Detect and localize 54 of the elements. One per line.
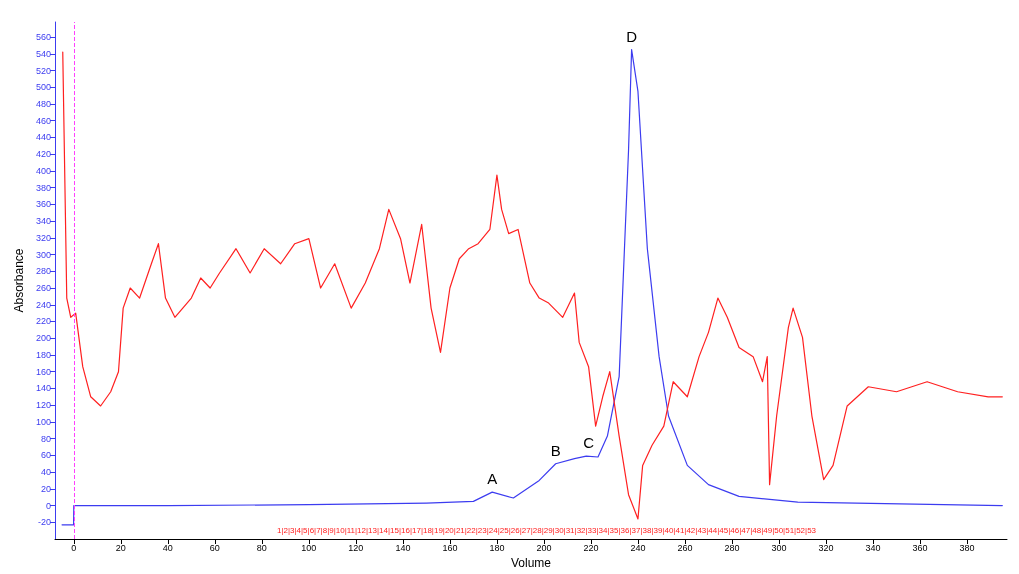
x-tick-label: 380: [959, 542, 975, 553]
y-tick-label: 420: [35, 149, 51, 160]
y-tick-label: 240: [35, 299, 51, 310]
y-tick-label: -20: [37, 517, 51, 528]
x-tick-label: 180: [489, 542, 505, 553]
y-tick-label: 480: [35, 98, 51, 109]
y-tick-label: 360: [35, 199, 51, 210]
annotation: D: [626, 27, 638, 45]
y-tick-label: 340: [35, 216, 51, 227]
y-tick-label: 100: [35, 416, 51, 427]
x-tick-label: 40: [162, 542, 173, 553]
y-tick-label: 140: [35, 383, 51, 394]
x-tick-label: 240: [630, 542, 646, 553]
y-axis-title: Absorbance: [12, 248, 26, 313]
y-tick-label: 300: [35, 249, 51, 260]
y-tick-label: 440: [35, 132, 51, 143]
y-tick-label: 560: [35, 32, 51, 43]
x-tick-label: 80: [256, 542, 267, 553]
y-tick-label: 500: [35, 82, 51, 93]
x-tick-label: 340: [865, 542, 881, 553]
y-tick-label: 200: [35, 333, 51, 344]
x-tick-label: 140: [395, 542, 411, 553]
x-tick-label: 260: [677, 542, 693, 553]
y-tick-label: 80: [40, 433, 51, 444]
y-tick-label: 260: [35, 283, 51, 294]
x-tick-label: 280: [724, 542, 740, 553]
y-tick-label: 400: [35, 165, 51, 176]
y-tick-label: 380: [35, 182, 51, 193]
x-tick-label: 0: [71, 542, 77, 553]
y-tick-label: 520: [35, 65, 51, 76]
y-tick-label: 60: [40, 450, 51, 461]
x-tick-label: 100: [301, 542, 317, 553]
annotation: C: [583, 434, 595, 452]
x-tick-label: 300: [771, 542, 787, 553]
x-axis-title: Volume: [510, 556, 552, 570]
y-tick-label: 220: [35, 316, 51, 327]
y-tick-label: 280: [35, 266, 51, 277]
annotation: A: [487, 470, 498, 488]
x-tick-label: 220: [583, 542, 599, 553]
x-tick-label: 200: [536, 542, 552, 553]
x-tick-label: 360: [912, 542, 928, 553]
y-tick-label: 320: [35, 232, 51, 243]
x-tick-label: 20: [115, 542, 126, 553]
x-tick-label: 160: [442, 542, 458, 553]
annotation: B: [550, 441, 561, 459]
x-tick-label: 120: [348, 542, 364, 553]
x-tick-label: 320: [818, 542, 834, 553]
y-tick-label: 460: [35, 115, 51, 126]
x-tick-label: 60: [209, 542, 220, 553]
y-tick-label: 540: [35, 48, 51, 59]
y-tick-label: 160: [35, 366, 51, 377]
annotation: 1|2|3|4|5|6|7|8|9|10|11|12|13|14|15|16|17|18|19|20|21|22|23|24|25|26|27|28|29|30|31|32|33|34|35|36|37|38|39|40|41|42|43|44|45|46|47|48|49|50|51|52|53: [277, 525, 817, 535]
y-tick-label: 180: [35, 349, 51, 360]
y-tick-label: 120: [35, 400, 51, 411]
